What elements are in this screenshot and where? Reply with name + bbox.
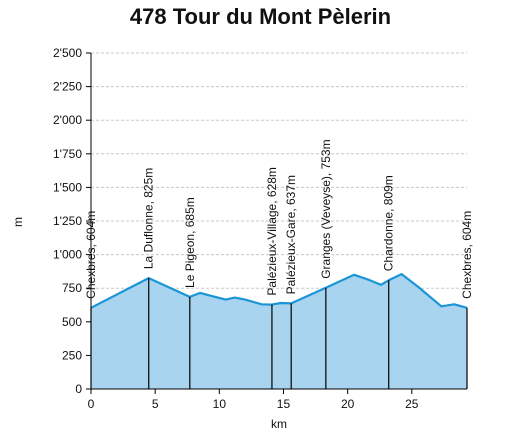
- waypoint-label: Palézieux-Village, 628m: [265, 167, 279, 296]
- y-axis-label: m: [11, 217, 25, 227]
- x-tick-label: 15: [277, 397, 291, 411]
- waypoint-labels: Chexbres, 604m La Duflonne, 825m Le Pigeon…: [84, 139, 474, 298]
- y-tick-label: 1'500: [53, 180, 82, 194]
- waypoint-label: Granges (Veveyse), 753m: [319, 139, 333, 278]
- x-tick-label: 10: [213, 397, 227, 411]
- y-tick-label: 250: [62, 348, 82, 362]
- waypoint-label: Chardonne, 809m: [382, 175, 396, 271]
- waypoint-label: La Duflonne, 825m: [142, 168, 156, 269]
- axes: [86, 52, 467, 394]
- waypoint-label: Chexbres, 604m: [460, 211, 474, 299]
- y-tick-label: 1'750: [53, 147, 82, 161]
- x-tick-label: 20: [341, 397, 355, 411]
- y-tick-label: 2'250: [53, 80, 82, 94]
- waypoint-label: Le Pigeon, 685m: [183, 197, 197, 288]
- y-tick-label: 1'250: [53, 214, 82, 228]
- y-tick-label: 750: [62, 281, 82, 295]
- y-tick-label: 2'500: [53, 46, 82, 60]
- x-tick-label: 25: [405, 397, 419, 411]
- x-tick-label: 5: [152, 397, 159, 411]
- x-axis-label: km: [271, 417, 287, 431]
- y-tick-label: 0: [75, 382, 82, 396]
- waypoint-label: Chexbres, 604m: [84, 211, 98, 299]
- y-tick-labels: 0 250 500 750 1'000 1'250 1'500 1'750 2'000 2'250…: [53, 46, 82, 396]
- elevation-area: [91, 274, 467, 389]
- waypoint-label: Palézieux-Gare, 637m: [284, 175, 298, 294]
- y-tick-label: 2'000: [53, 113, 82, 127]
- profile-area: [90, 273, 468, 389]
- y-tick-label: 1'000: [53, 248, 82, 262]
- y-tick-label: 500: [62, 315, 82, 329]
- x-tick-labels: 0 5 10 15 20 25: [88, 397, 419, 411]
- x-tick-label: 0: [88, 397, 95, 411]
- chart-title: 478 Tour du Mont Pèlerin: [129, 4, 392, 29]
- elevation-line: [90, 273, 468, 309]
